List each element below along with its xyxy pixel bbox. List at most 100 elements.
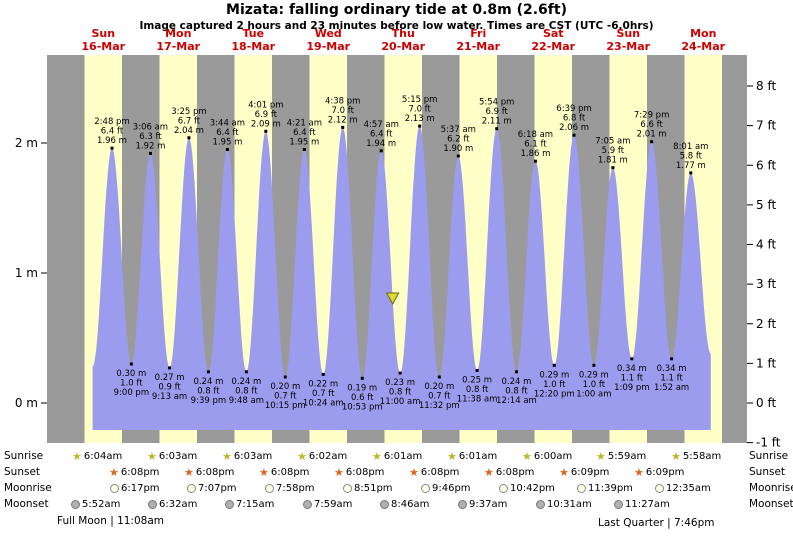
high-tide-label: 2.12 m xyxy=(328,115,358,125)
sunrise-entry: ★ 6:01am xyxy=(372,450,422,462)
low-tide-label: 0.25 m xyxy=(462,376,492,386)
tide-extreme-dot xyxy=(110,146,114,150)
tide-extreme-dot xyxy=(302,148,306,151)
page-title: Mizata: falling ordinary tide at 0.8m (2… xyxy=(226,2,567,18)
low-tide-label: 0.24 m xyxy=(231,377,261,387)
moonset-entry: 8:46am xyxy=(380,498,429,510)
moonrise-icon xyxy=(421,483,430,493)
low-tide-label: 0.19 m xyxy=(347,383,377,393)
tide-extreme-dot xyxy=(475,369,479,372)
moonrise-time: 6:17pm xyxy=(121,482,160,494)
ft-axis-label: 4 ft xyxy=(756,238,776,252)
moonrise-row-label-right: Moonrise xyxy=(749,482,793,494)
low-tide-label: 0.7 ft xyxy=(312,389,335,399)
tide-extreme-dot xyxy=(630,357,634,361)
moonset-entry: 10:31am xyxy=(536,498,592,510)
moonset-row-label-right: Moonset xyxy=(749,498,793,510)
last-quarter-note: Last Quarter | 7:46pm xyxy=(598,517,715,529)
high-tide-label: 6.4 ft xyxy=(370,129,393,139)
moonset-time: 7:15am xyxy=(236,498,275,510)
tide-extreme-dot xyxy=(244,370,248,374)
moonrise-entry: 12:35am xyxy=(655,482,711,494)
tide-extreme-dot xyxy=(592,363,596,367)
moonrise-time: 11:39pm xyxy=(588,482,633,494)
high-tide-label: 6:39 pm xyxy=(556,104,591,114)
sunset-icon: ★ xyxy=(184,465,194,479)
low-tide-label: 0.6 ft xyxy=(351,393,374,403)
sunrise-icon: ★ xyxy=(372,449,382,463)
sunrise-time: 5:58am xyxy=(682,450,722,462)
tide-extreme-dot xyxy=(611,166,615,170)
low-tide-label: 12:20 pm xyxy=(534,389,575,399)
moonrise-icon xyxy=(265,483,274,493)
sunrise-icon: ★ xyxy=(522,449,532,463)
high-tide-label: 6.1 ft xyxy=(524,140,547,150)
tide-extreme-dot xyxy=(321,372,325,376)
low-tide-label: 0.24 m xyxy=(193,377,223,387)
sunset-time: 6:08pm xyxy=(120,466,160,478)
sunrise-time: 6:00am xyxy=(533,450,573,462)
tide-extreme-dot xyxy=(552,363,556,367)
moonset-icon xyxy=(380,499,389,509)
moonrise-time: 8:51pm xyxy=(354,482,393,494)
low-tide-label: 10:15 pm xyxy=(265,401,306,411)
sunset-icon: ★ xyxy=(259,465,269,479)
moonset-icon xyxy=(148,499,157,509)
sunset-entry: ★ 6:08pm xyxy=(184,466,234,478)
low-tide-label: 0.23 m xyxy=(385,378,415,388)
tide-extreme-dot xyxy=(360,376,364,380)
sunrise-time: 6:03am xyxy=(233,450,273,462)
sunrise-entry: ★ 6:02am xyxy=(297,450,347,462)
day-label-dow: Sun xyxy=(91,27,115,40)
sunrise-time: 6:03am xyxy=(158,450,198,462)
ft-axis-label: 8 ft xyxy=(756,79,776,93)
sunrise-entry: ★ 6:03am xyxy=(222,450,272,462)
low-tide-label: 10:53 pm xyxy=(342,402,383,412)
day-label-date: 17-Mar xyxy=(156,40,200,53)
low-tide-label: 0.22 m xyxy=(308,379,338,389)
sunset-entry: ★ 6:08pm xyxy=(334,466,384,478)
day-label-dow: Sun xyxy=(616,27,640,40)
high-tide-label: 6.9 ft xyxy=(485,107,508,117)
low-tide-label: 0.8 ft xyxy=(389,388,412,398)
ft-axis-label: 2 ft xyxy=(756,317,776,331)
moonrise-entry: 7:58pm xyxy=(265,482,315,494)
tide-extreme-dot xyxy=(206,370,210,374)
tide-extreme-dot xyxy=(225,148,229,151)
high-tide-label: 1.95 m xyxy=(212,138,242,148)
high-tide-label: 8:01 am xyxy=(673,142,708,152)
tide-extreme-dot xyxy=(398,371,402,375)
m-axis-label: 2 m xyxy=(15,136,38,150)
moonset-entry: 5:52am xyxy=(71,498,120,510)
high-tide-label: 3:06 am xyxy=(133,122,168,132)
sunrise-entry: ★ 5:58am xyxy=(671,450,721,462)
high-tide-label: 3:44 am xyxy=(210,119,245,129)
low-tide-label: 9:13 am xyxy=(152,392,187,402)
high-tide-label: 1.92 m xyxy=(135,141,165,151)
sunrise-row-label-left: Sunrise xyxy=(4,450,44,462)
moonset-icon xyxy=(71,499,80,509)
moonset-time: 5:52am xyxy=(82,498,121,510)
ft-axis-label: 6 ft xyxy=(756,158,776,172)
moonrise-entry: 7:07pm xyxy=(187,482,237,494)
tide-extreme-dot xyxy=(418,124,422,128)
sunrise-icon: ★ xyxy=(596,449,606,463)
m-axis-label: 0 m xyxy=(15,396,38,410)
low-tide-label: 9:48 am xyxy=(229,396,264,406)
high-tide-label: 5:54 pm xyxy=(479,98,514,108)
low-tide-label: 11:32 pm xyxy=(419,401,460,411)
low-tide-label: 0.27 m xyxy=(155,373,185,383)
moonset-icon xyxy=(458,499,467,509)
moonrise-icon xyxy=(343,483,352,493)
day-label-date: 24-Mar xyxy=(681,40,725,53)
low-tide-label: 0.8 ft xyxy=(466,385,489,395)
high-tide-label: 1.81 m xyxy=(598,156,628,166)
low-tide-label: 0.24 m xyxy=(502,377,532,387)
tide-extreme-dot xyxy=(168,366,172,370)
high-tide-label: 7:29 pm xyxy=(634,111,669,121)
sunset-time: 6:09pm xyxy=(570,466,610,478)
high-tide-label: 2.09 m xyxy=(251,119,281,129)
tide-extreme-dot xyxy=(379,149,383,153)
ft-axis-label: 1 ft xyxy=(756,356,776,370)
